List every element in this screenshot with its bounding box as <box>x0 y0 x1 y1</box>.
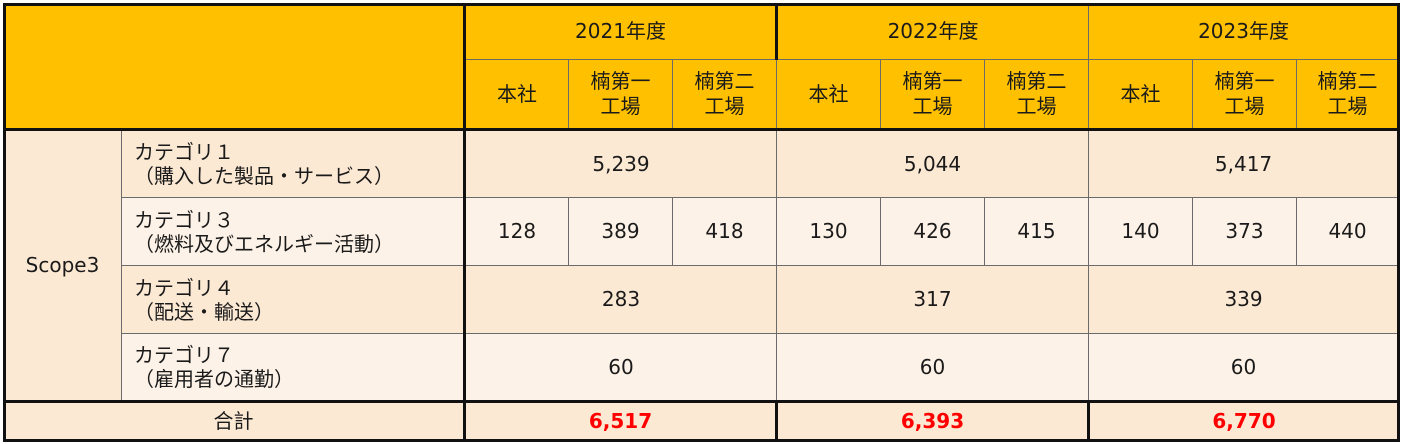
site-header-honsha: 本社 <box>1088 59 1194 131</box>
category-label: カテゴリ７ （雇用者の通勤） <box>121 333 466 402</box>
site-header-kusu-1: 楠第一 工場 <box>1192 59 1298 131</box>
table-row-category-1: Scope3 カテゴリ１ （購入した製品・サービス） 5,239 5,044 5,… <box>3 129 1400 402</box>
category-4-value-2021: 283 <box>463 265 778 334</box>
category-7-value-2022: 60 <box>776 333 1090 402</box>
header-corner <box>3 3 466 131</box>
category-3-value-cell: 130 <box>776 197 882 266</box>
site-header-kusu-2: 楠第二 工場 <box>984 59 1090 131</box>
year-header-2021: 2021年度 <box>463 3 779 60</box>
total-value-2022: 6,393 <box>776 400 1091 441</box>
site-header-kusu-1: 楠第一 工場 <box>880 59 986 131</box>
category-3-value-cell: 389 <box>568 197 673 266</box>
total-value-2023: 6,770 <box>1088 400 1400 441</box>
site-header-kusu-1: 楠第一 工場 <box>568 59 673 131</box>
year-header-2023: 2023年度 <box>1088 3 1400 60</box>
scope-label: Scope3 <box>3 129 122 402</box>
category-label: カテゴリ３ （燃料及びエネルギー活動） <box>121 197 466 266</box>
category-4-value-2023: 339 <box>1088 265 1400 334</box>
year-header-2022: 2022年度 <box>776 3 1090 60</box>
site-header-kusu-2: 楠第二 工場 <box>671 59 778 131</box>
total-label: 合計 <box>3 400 466 441</box>
header-site-row: 本社 楠第一 工場 楠第二 工場 本社 楠第一 工場 楠第二 工場 本社 楠第一 工場 楠… <box>4 59 1400 131</box>
category-3-value-cell: 426 <box>880 197 986 266</box>
table-row-total: 合計 6,517 6,393 6,770 <box>3 400 1400 441</box>
category-3-value-cell: 415 <box>984 197 1090 266</box>
site-header-kusu-2: 楠第二 工場 <box>1296 59 1400 131</box>
category-label: カテゴリ４ （配送・輸送） <box>121 265 466 334</box>
category-3-value-cell: 373 <box>1192 197 1298 266</box>
table-row-category-7: カテゴリ７ （雇用者の通勤） 60 60 60 <box>4 333 1400 402</box>
table-row-category-4: カテゴリ４ （配送・輸送） 283 317 339 <box>4 265 1400 334</box>
site-header-honsha: 本社 <box>464 59 569 131</box>
table-row-category-3: カテゴリ３ （燃料及びエネルギー活動） 128 389 418 130 426 4… <box>4 197 1400 266</box>
category-3-value-cell: 128 <box>464 197 569 266</box>
site-header-honsha: 本社 <box>776 59 882 131</box>
category-4-value-2022: 317 <box>776 265 1090 334</box>
category-label: カテゴリ１ （購入した製品・サービス） <box>121 129 466 198</box>
category-1-value-2023: 5,417 <box>1088 129 1400 198</box>
category-3-value-cell: 440 <box>1296 197 1400 266</box>
total-value-2021: 6,517 <box>463 400 779 441</box>
category-7-value-2023: 60 <box>1088 333 1400 402</box>
category-3-value-cell: 140 <box>1088 197 1194 266</box>
scope3-emissions-table: 2021年度 2022年度 2023年度 本社 楠第一 工場 楠第二 工場 本社 楠… <box>3 3 1400 441</box>
header-year-row: 2021年度 2022年度 2023年度 <box>3 3 1400 131</box>
category-1-value-2021: 5,239 <box>463 129 778 198</box>
category-1-value-2022: 5,044 <box>776 129 1090 198</box>
category-7-value-2021: 60 <box>463 333 778 402</box>
category-3-value-cell: 418 <box>671 197 778 266</box>
